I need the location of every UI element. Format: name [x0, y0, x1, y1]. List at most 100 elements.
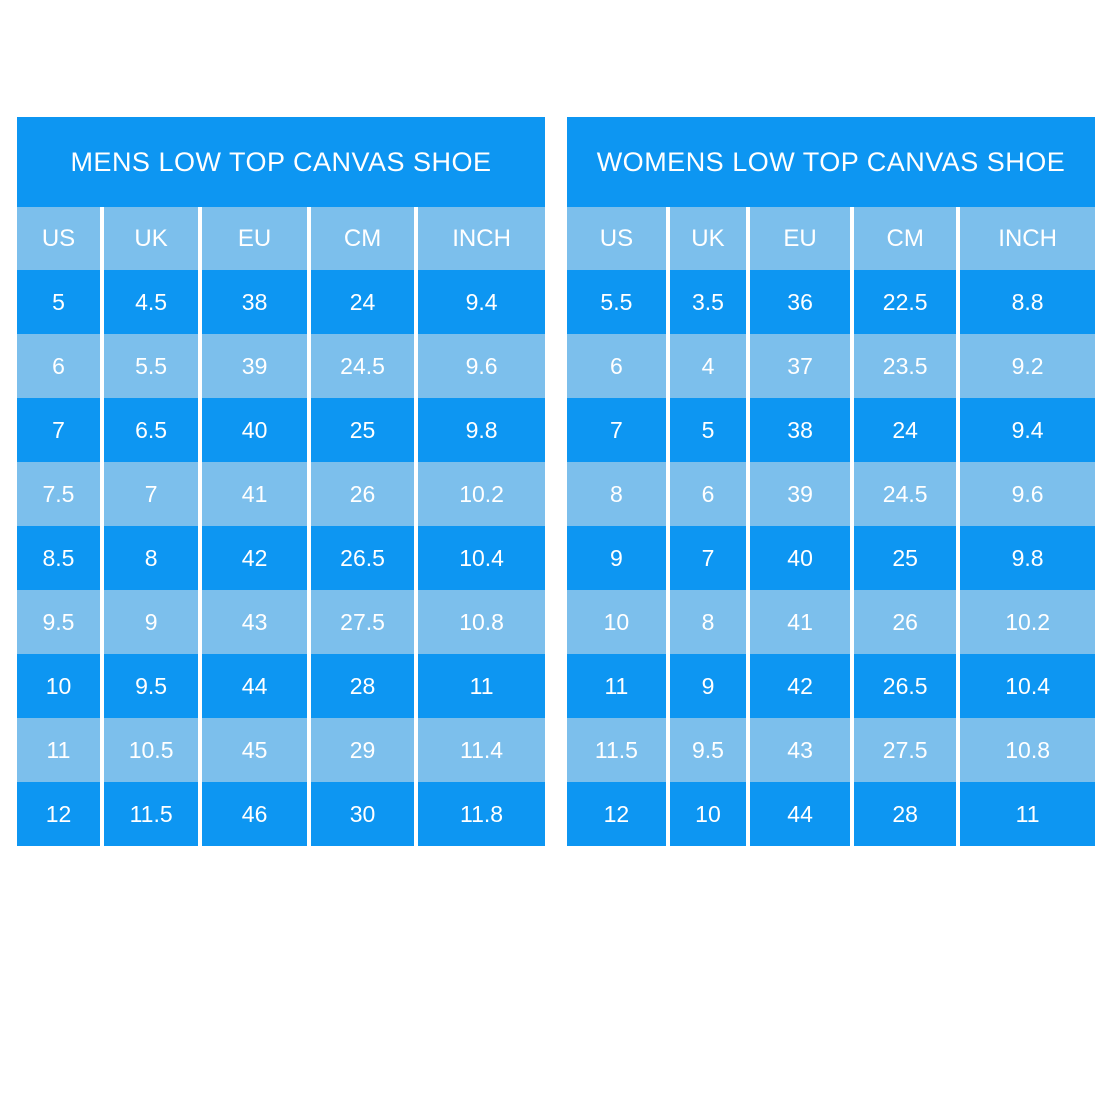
table-cell: 9.4 [956, 398, 1095, 462]
header-row: US UK EU CM INCH [17, 207, 545, 270]
table-cell: 39 [198, 334, 309, 398]
table-row: 9 7 40 25 9.8 [567, 526, 1095, 590]
table-cell: 24.5 [850, 462, 959, 526]
table-cell: 9.5 [665, 718, 749, 782]
table-cell: 11.4 [414, 718, 545, 782]
table-cell: 10.8 [414, 590, 545, 654]
table-cell: 38 [746, 398, 853, 462]
table-cell: 11 [414, 654, 545, 718]
table-cell: 8 [665, 590, 749, 654]
table-cell: 41 [198, 462, 309, 526]
table-cell: 6 [665, 462, 749, 526]
table-cell: 3.5 [665, 270, 749, 334]
table-cell: 26 [306, 462, 417, 526]
table-cell: 7 [17, 398, 102, 462]
table-cell: 42 [198, 526, 309, 590]
table-cell: 6 [17, 334, 102, 398]
column-header: EU [746, 207, 853, 270]
table-cell: 40 [198, 398, 309, 462]
table-cell: 40 [746, 526, 853, 590]
table-cell: 36 [746, 270, 853, 334]
table-cell: 8 [567, 462, 668, 526]
table-cell: 24 [850, 398, 959, 462]
header-row: US UK EU CM INCH [567, 207, 1095, 270]
table-cell: 5.5 [567, 270, 668, 334]
table-cell: 7 [665, 526, 749, 590]
table-cell: 9 [567, 526, 668, 590]
table-cell: 10.4 [956, 654, 1095, 718]
table-cell: 11.5 [567, 718, 668, 782]
table-cell: 10.5 [99, 718, 201, 782]
table-cell: 9.8 [414, 398, 545, 462]
table-cell: 25 [850, 526, 959, 590]
table-row: 7 6.5 40 25 9.8 [17, 398, 545, 462]
table-row: 6 4 37 23.5 9.2 [567, 334, 1095, 398]
table-cell: 26.5 [306, 526, 417, 590]
size-table-womens: US UK EU CM INCH 5.5 3.5 36 22.5 8.8 6 4 37 23.5 9.2 7… [567, 207, 1095, 846]
table-cell: 44 [746, 782, 853, 846]
table-cell: 23.5 [850, 334, 959, 398]
table-cell: 27.5 [306, 590, 417, 654]
table-cell: 6.5 [99, 398, 201, 462]
table-cell: 27.5 [850, 718, 959, 782]
column-header: INCH [956, 207, 1095, 270]
table-row: 11 9 42 26.5 10.4 [567, 654, 1095, 718]
column-header: EU [198, 207, 309, 270]
table-cell: 7.5 [17, 462, 102, 526]
table-cell: 22.5 [850, 270, 959, 334]
table-cell: 9.5 [17, 590, 102, 654]
table-row: 11.5 9.5 43 27.5 10.8 [567, 718, 1095, 782]
table-cell: 9.6 [414, 334, 545, 398]
table-body: 5.5 3.5 36 22.5 8.8 6 4 37 23.5 9.2 7 5 38 24 9.4 8 6 39 2… [567, 270, 1095, 846]
table-row: 12 11.5 46 30 11.8 [17, 782, 545, 846]
table-cell: 10 [17, 654, 102, 718]
table-row: 8.5 8 42 26.5 10.4 [17, 526, 545, 590]
table-cell: 12 [17, 782, 102, 846]
table-cell: 9 [665, 654, 749, 718]
table-row: 7 5 38 24 9.4 [567, 398, 1095, 462]
table-cell: 9.8 [956, 526, 1095, 590]
table-body: 5 4.5 38 24 9.4 6 5.5 39 24.5 9.6 7 6.5 40 25 9.8 7.5 7 4… [17, 270, 545, 846]
table-cell: 44 [198, 654, 309, 718]
table-row: 5 4.5 38 24 9.4 [17, 270, 545, 334]
table-cell: 30 [306, 782, 417, 846]
size-chart-womens: WOMENS LOW TOP CANVAS SHOE US UK EU CM INCH … [567, 117, 1095, 846]
column-header: CM [850, 207, 959, 270]
table-cell: 5.5 [99, 334, 201, 398]
table-cell: 8.8 [956, 270, 1095, 334]
table-cell: 26 [850, 590, 959, 654]
table-cell: 9.2 [956, 334, 1095, 398]
table-cell: 10.8 [956, 718, 1095, 782]
chart-title-mens: MENS LOW TOP CANVAS SHOE [17, 117, 545, 207]
table-cell: 10.4 [414, 526, 545, 590]
table-cell: 25 [306, 398, 417, 462]
table-cell: 9 [99, 590, 201, 654]
table-cell: 5 [665, 398, 749, 462]
table-cell: 10.2 [956, 590, 1095, 654]
table-cell: 11.5 [99, 782, 201, 846]
column-header: UK [99, 207, 201, 270]
table-cell: 11 [956, 782, 1095, 846]
table-cell: 28 [850, 782, 959, 846]
table-cell: 6 [567, 334, 668, 398]
table-cell: 43 [198, 590, 309, 654]
table-cell: 4 [665, 334, 749, 398]
table-cell: 8 [99, 526, 201, 590]
table-row: 9.5 9 43 27.5 10.8 [17, 590, 545, 654]
table-cell: 11 [17, 718, 102, 782]
table-row: 6 5.5 39 24.5 9.6 [17, 334, 545, 398]
column-header: INCH [414, 207, 545, 270]
table-cell: 28 [306, 654, 417, 718]
table-cell: 24 [306, 270, 417, 334]
table-row: 11 10.5 45 29 11.4 [17, 718, 545, 782]
table-cell: 10.2 [414, 462, 545, 526]
table-cell: 42 [746, 654, 853, 718]
table-cell: 7 [567, 398, 668, 462]
table-cell: 29 [306, 718, 417, 782]
table-cell: 45 [198, 718, 309, 782]
table-cell: 12 [567, 782, 668, 846]
table-cell: 46 [198, 782, 309, 846]
table-cell: 39 [746, 462, 853, 526]
